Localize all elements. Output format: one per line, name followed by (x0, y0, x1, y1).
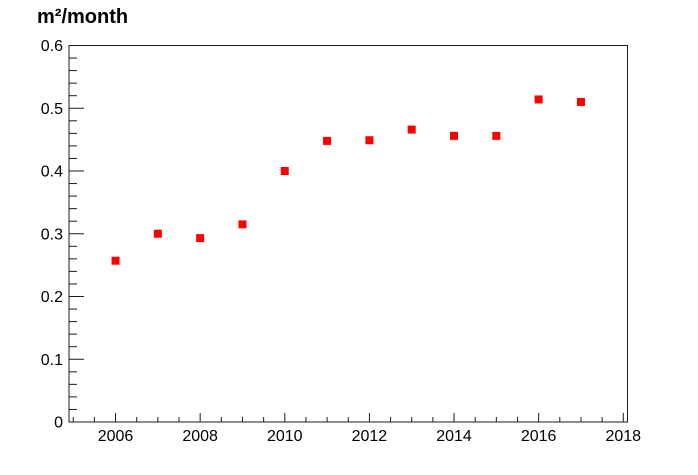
y-tick-label-0.4: 0.4 (41, 164, 63, 181)
data-point-2009 (238, 220, 247, 229)
data-point-2013 (407, 125, 416, 134)
x-tick-label-2010: 2010 (267, 428, 303, 445)
data-point-2007 (153, 229, 162, 238)
data-point-2011 (323, 136, 332, 145)
plot-frame (68, 45, 628, 423)
x-tick-label-2006: 2006 (98, 428, 134, 445)
data-point-2008 (196, 234, 205, 243)
y-tick-label-0.6: 0.6 (41, 38, 63, 55)
x-tick-label-2012: 2012 (352, 428, 388, 445)
y-tick-label-0: 0 (54, 415, 63, 432)
x-tick-label-2014: 2014 (436, 428, 472, 445)
data-point-2012 (365, 136, 374, 145)
data-point-2006 (111, 256, 120, 265)
data-point-2010 (280, 167, 289, 175)
x-tick-label-2008: 2008 (182, 428, 218, 445)
y-tick-label-0.1: 0.1 (41, 352, 63, 369)
data-point-2015 (492, 131, 501, 140)
y-tick-label-0.2: 0.2 (41, 289, 63, 306)
x-tick-label-2018: 2018 (605, 428, 641, 445)
data-point-2016 (534, 95, 543, 104)
data-point-2014 (450, 131, 459, 140)
y-tick-label-0.5: 0.5 (41, 101, 63, 118)
data-point-2017 (576, 97, 585, 106)
x-tick-label-2016: 2016 (521, 428, 557, 445)
y-tick-label-0.3: 0.3 (41, 226, 63, 243)
y-axis-title: m²/month (37, 6, 129, 28)
